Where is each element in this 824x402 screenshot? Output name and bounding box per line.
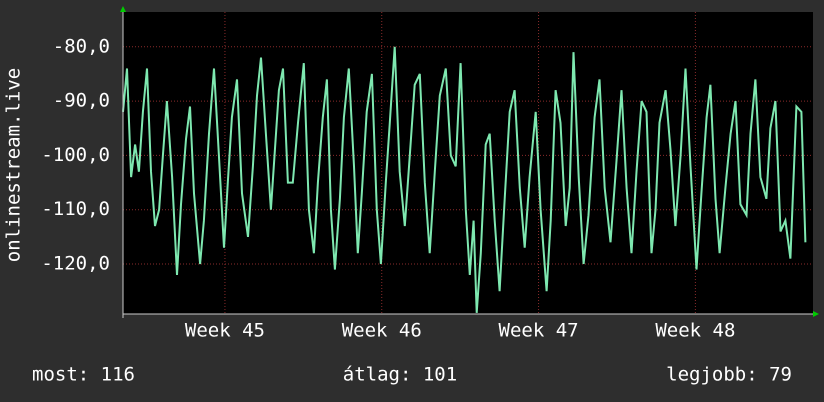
plot-area: [123, 12, 813, 314]
x-tick-label: Week 47: [499, 320, 579, 342]
marks: [122, 46, 807, 313]
y-tick-label: -110,0: [41, 198, 110, 220]
x-tick-label: Week 48: [655, 320, 735, 342]
x-tick-label: Week 45: [185, 320, 265, 342]
footer-stat: átlag: 101: [343, 364, 457, 386]
y-tick-label: -100,0: [41, 144, 110, 166]
x-tick-label: Week 46: [342, 320, 422, 342]
footer-stat: most: 116: [32, 364, 135, 386]
y-tick-label: -120,0: [41, 253, 110, 275]
x-arrow: [813, 311, 819, 317]
y-axis-label: onlinestream.live: [3, 68, 25, 262]
data-line: [122, 46, 807, 313]
y-arrow: [120, 6, 126, 12]
y-tick-label: -80,0: [53, 35, 110, 57]
footer-stat: legjobb: 79: [666, 364, 792, 386]
y-tick-label: -90,0: [53, 90, 110, 112]
